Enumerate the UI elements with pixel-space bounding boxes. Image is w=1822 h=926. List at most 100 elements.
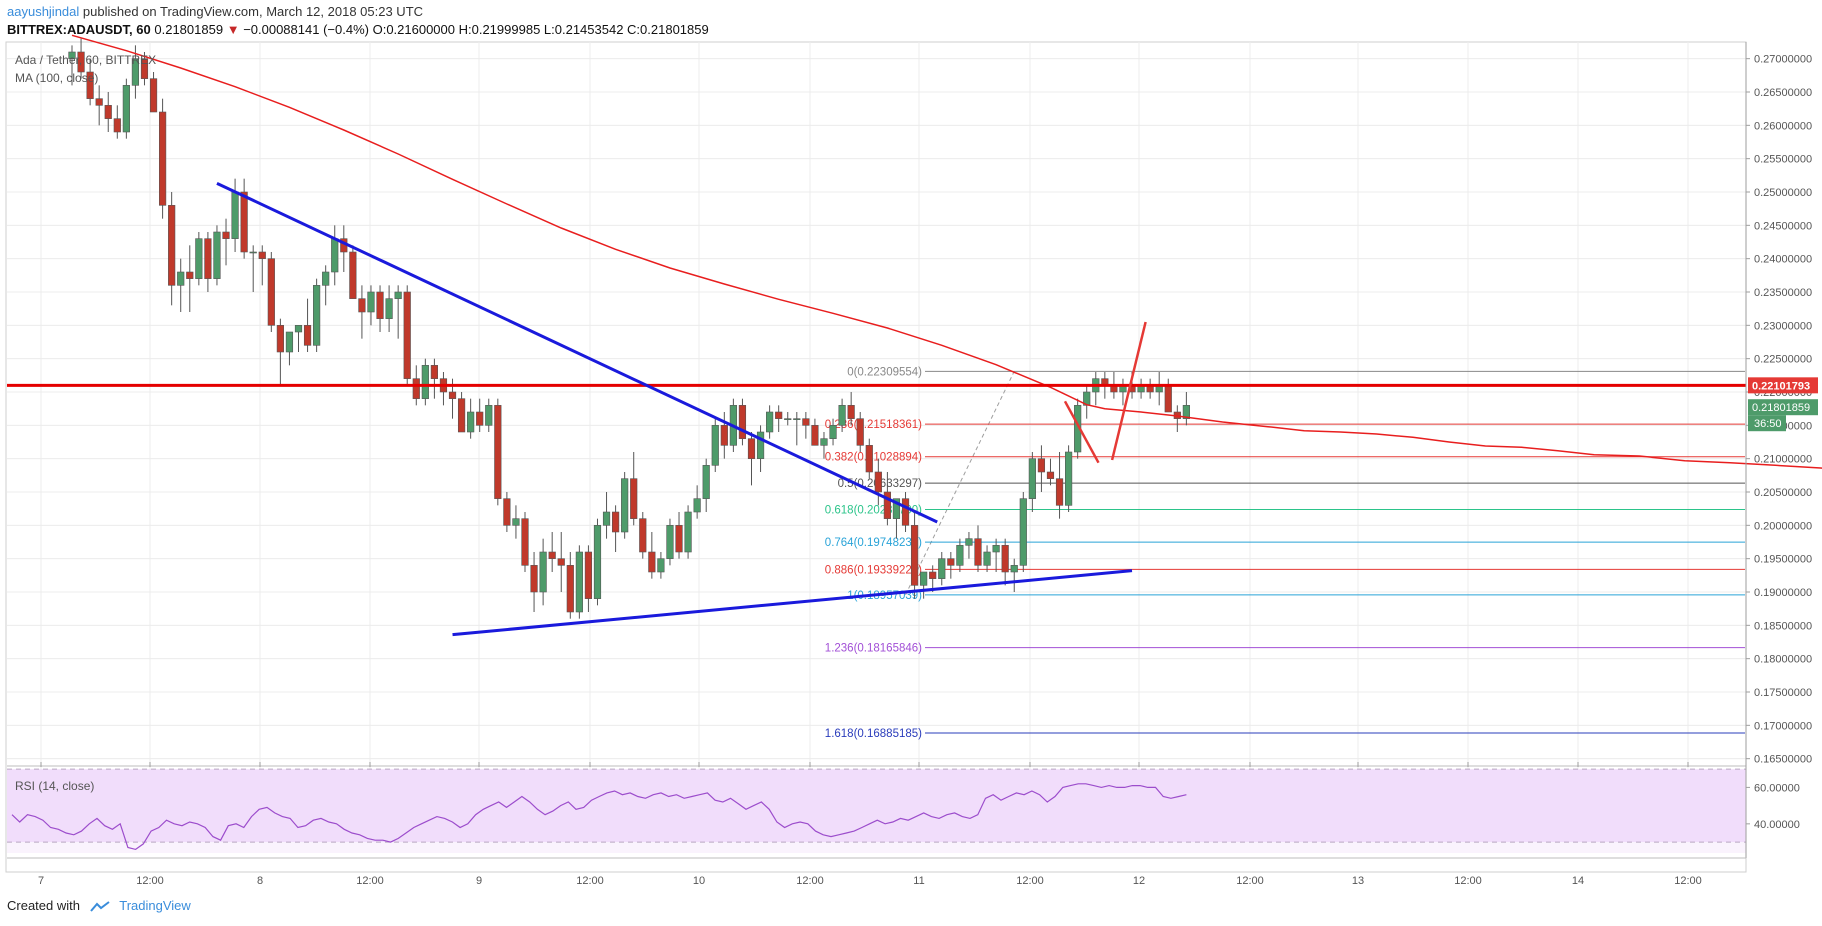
candle-78 [775, 405, 783, 432]
tradingview-link[interactable]: TradingView [119, 898, 191, 913]
y-tick-3: 0.25500000 [1754, 154, 1812, 166]
candle-43 [457, 392, 466, 433]
candle-63 [639, 512, 647, 559]
candle-55 [566, 552, 574, 619]
candle-body [965, 538, 973, 546]
y-tick-4: 0.25000000 [1754, 187, 1812, 199]
candle-60 [611, 505, 620, 552]
x-tick-8: 11 [913, 875, 924, 887]
x-tick-11: 12:00 [1236, 875, 1264, 887]
author-link[interactable]: aayushjindal [7, 4, 80, 19]
x-tick-3: 12:00 [356, 875, 384, 887]
candle-body [621, 478, 629, 533]
candle-84 [829, 418, 837, 446]
y-tick-6: 0.24000000 [1754, 254, 1812, 266]
candle-113 [1092, 372, 1100, 406]
candle-body [267, 258, 275, 326]
candle-40 [430, 358, 439, 399]
candle-body [539, 551, 547, 593]
candle-14 [195, 232, 203, 286]
candle-body [412, 378, 420, 399]
candle-46 [485, 398, 493, 432]
candle-70 [702, 458, 710, 512]
candle-24 [285, 331, 294, 366]
y-tick-12: 0.21000000 [1754, 454, 1812, 466]
candle-body [258, 251, 266, 259]
candle-body [1046, 471, 1055, 479]
candle-52 [539, 538, 547, 606]
rsi-tick-0: 60.00000 [1754, 782, 1800, 794]
candle-27 [313, 278, 321, 352]
candle-body [421, 365, 429, 399]
candle-body [593, 525, 602, 599]
candle-31 [349, 245, 357, 299]
candle-87 [856, 412, 864, 452]
footer: Created with TradingView [7, 898, 191, 913]
candle-body [140, 58, 149, 79]
candle-96 [938, 552, 946, 586]
candle-68 [684, 505, 692, 559]
countdown-bg [1748, 415, 1786, 432]
candle-12 [177, 258, 185, 312]
candle-36 [394, 285, 402, 339]
candle-body [485, 405, 493, 426]
descending-trendline [216, 181, 938, 524]
candle-body [756, 431, 765, 459]
candle-82 [811, 418, 819, 446]
candle-71 [711, 418, 719, 472]
last-price-text: 0.21801859 [1752, 402, 1810, 414]
candle-body [910, 525, 919, 586]
candle-body [702, 465, 710, 499]
candle-50 [521, 512, 529, 572]
candle-body [131, 58, 140, 86]
candle-body [838, 405, 846, 426]
fib-label-0.236: 0.236(0.21518361) [825, 419, 922, 431]
candle-88 [865, 438, 873, 479]
candle-65 [657, 552, 665, 579]
x-tick-1: 12:00 [136, 875, 164, 887]
candle-body [548, 551, 556, 559]
candle-body [1010, 565, 1018, 573]
candle-29 [331, 225, 339, 286]
candle-body [711, 425, 719, 466]
x-tick-15: 12:00 [1674, 875, 1702, 887]
candle-120 [1155, 372, 1163, 406]
candle-body [775, 411, 783, 419]
candle-body [303, 325, 312, 346]
candle-body [856, 418, 864, 446]
y-tick-8: 0.23000000 [1754, 320, 1812, 332]
countdown-text: 36:50 [1754, 418, 1782, 430]
candle-19 [240, 178, 248, 259]
candle-85 [838, 398, 846, 432]
candle-110 [1065, 445, 1073, 512]
candle-74 [738, 398, 747, 446]
y-tick-13: 0.20500000 [1754, 487, 1812, 499]
candle-body [1065, 451, 1073, 506]
y-tick-2: 0.26000000 [1754, 120, 1812, 132]
candle-44 [467, 398, 475, 439]
candle-body [104, 105, 112, 119]
candle-body [521, 518, 529, 566]
candle-93 [910, 512, 919, 599]
y-tick-18: 0.18000000 [1754, 654, 1812, 666]
candle-body [584, 551, 593, 599]
candle-body [1019, 498, 1027, 566]
candle-33 [367, 285, 375, 326]
candle-49 [512, 505, 520, 539]
candle-25 [294, 325, 303, 352]
candle-17 [222, 218, 230, 266]
ohlc-values: O:0.21600000 H:0.21999985 L:0.21453542 C… [372, 22, 709, 37]
candle-54 [557, 532, 565, 592]
candle-body [240, 191, 248, 253]
candle-3 [95, 85, 103, 126]
candle-body [149, 78, 158, 113]
candle-body [331, 238, 339, 273]
candle-body [122, 85, 130, 133]
candle-64 [648, 532, 656, 579]
candle-8 [140, 52, 149, 86]
candle-10 [159, 98, 167, 219]
candle-13 [186, 245, 194, 312]
candle-62 [630, 452, 638, 526]
candle-body [313, 285, 321, 346]
